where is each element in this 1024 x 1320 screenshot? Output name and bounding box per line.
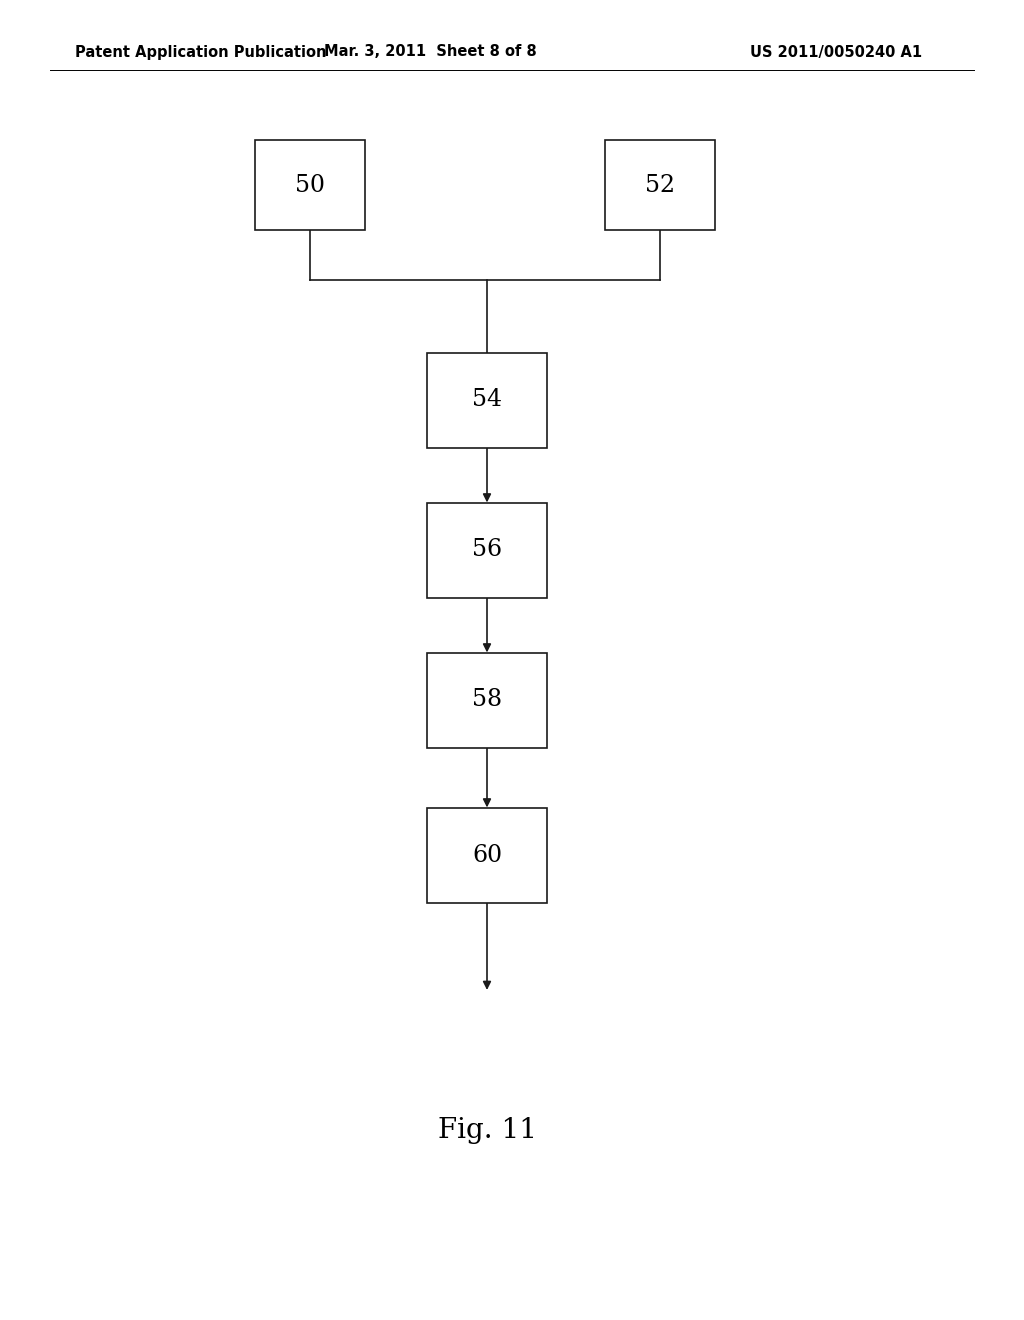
- Text: 50: 50: [295, 173, 325, 197]
- Bar: [255, 140, 365, 230]
- Bar: [605, 140, 715, 230]
- Bar: [427, 652, 547, 747]
- Text: 54: 54: [472, 388, 502, 412]
- Text: Patent Application Publication: Patent Application Publication: [75, 45, 327, 59]
- Text: 56: 56: [472, 539, 502, 561]
- Text: Mar. 3, 2011  Sheet 8 of 8: Mar. 3, 2011 Sheet 8 of 8: [324, 45, 537, 59]
- Bar: [427, 503, 547, 598]
- Bar: [427, 352, 547, 447]
- Text: 58: 58: [472, 689, 502, 711]
- Text: 60: 60: [472, 843, 502, 866]
- Text: US 2011/0050240 A1: US 2011/0050240 A1: [750, 45, 923, 59]
- Bar: [427, 808, 547, 903]
- Text: Fig. 11: Fig. 11: [437, 1117, 537, 1143]
- Text: 52: 52: [645, 173, 675, 197]
